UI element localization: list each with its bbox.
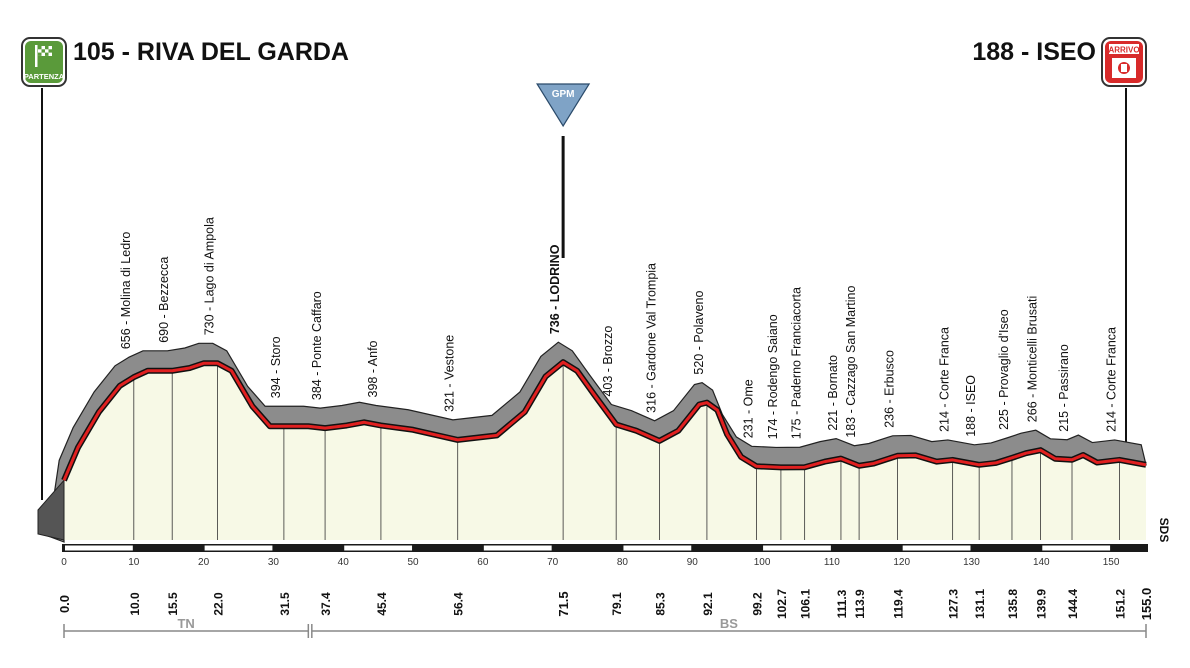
place-label: 174 - Rodengo Saiano: [766, 314, 780, 439]
place-label: 225 - Provaglio d'Iseo: [997, 309, 1011, 430]
place-label: 183 - Cazzago San Martino: [844, 286, 858, 438]
profile-layer: [37, 341, 1147, 543]
axis-segment: [902, 545, 971, 551]
place-label: 175 - Paderno Franciacorta: [790, 287, 804, 439]
profile-left-face: [37, 479, 65, 541]
km-label: 106.1: [799, 589, 813, 619]
place-label: 656 - Molina di Ledro: [119, 232, 133, 349]
place-label: 188 - ISEO: [964, 375, 978, 437]
gpm-triangle-icon: [536, 83, 591, 128]
km-label: 79.1: [610, 592, 624, 616]
finish-title: 188 - ISEO: [972, 38, 1096, 66]
place-label: 321 - Vestone: [443, 335, 457, 412]
profile-area: [64, 362, 1146, 540]
place-label: 214 - Corte Franca: [938, 327, 952, 432]
place-label: 221 - Bornato: [826, 355, 840, 431]
axis-tick-label: 20: [198, 557, 210, 568]
km-label: 131.1: [973, 589, 987, 619]
km-label: 144.4: [1066, 589, 1080, 619]
km-labels: 0.0 10.0 15.5 22.0 31.5 37.4 45.4 56.4 71.5 79.1 8…: [57, 588, 1154, 621]
axis-segment: [204, 545, 273, 551]
km-label: 22.0: [212, 592, 226, 616]
km-label: 111.3: [835, 589, 849, 618]
km-label: 102.7: [775, 589, 789, 619]
km-label: 155.0: [1139, 588, 1154, 621]
place-label: 266 - Monticelli Brusati: [1026, 296, 1040, 422]
km-label: 10.0: [128, 592, 142, 616]
axis-tick-label: 0: [61, 557, 67, 568]
sds-label: SDS: [1157, 518, 1171, 543]
place-label: 215 - Passirano: [1057, 344, 1071, 432]
axis-tick-label: 70: [547, 557, 559, 568]
axis-tick-label: 80: [617, 557, 629, 568]
axis-tick-label: 50: [407, 557, 419, 568]
place-label: 394 - Storo: [269, 336, 283, 398]
km-label: 85.3: [653, 592, 667, 616]
place-label: 214 - Corte Franca: [1104, 327, 1118, 432]
axis-segment: [65, 545, 133, 551]
km-label: 71.5: [556, 591, 571, 616]
finish-badge-label: ARRIVO: [1108, 46, 1139, 55]
km-label: 119.4: [891, 589, 905, 619]
km-label: 151.2: [1113, 589, 1127, 619]
axis-segment: [763, 545, 831, 551]
place-label: 730 - Lago di Ampola: [203, 217, 217, 335]
km-label: 37.4: [319, 592, 333, 616]
place-label: 520 - Polaveno: [692, 290, 706, 374]
start-title: 105 - RIVA DEL GARDA: [73, 38, 349, 66]
km-axis: 0 10 20 30 40 50 60 70 80 90 100 110 120 130 140 150: [61, 544, 1148, 568]
start-flag-icon: [35, 45, 52, 67]
axis-tick-label: 130: [963, 557, 980, 568]
axis-bar: [62, 544, 1148, 552]
place-label: 316 - Gardone Val Trompia: [644, 263, 658, 413]
axis-tick-label: 30: [268, 557, 280, 568]
axis-tick-label: 60: [477, 557, 489, 568]
axis-tick-label: 100: [754, 557, 771, 568]
start-badge-fill: [25, 41, 63, 83]
province-label: TN: [177, 616, 194, 631]
place-label: 736 - LODRINO: [548, 244, 562, 334]
axis-segment: [623, 545, 692, 551]
km-label: 139.9: [1035, 589, 1049, 619]
axis-segment: [1042, 545, 1111, 551]
km-label: 0.0: [57, 595, 72, 613]
place-label: 690 - Bezzecca: [157, 257, 171, 343]
km-label: 113.9: [853, 589, 867, 619]
km-label: 15.5: [166, 592, 180, 616]
gpm-marker: GPM: [536, 83, 591, 128]
start-badge: PARTENZA: [21, 37, 67, 87]
km-label: 92.1: [701, 592, 715, 616]
place-label: 236 - Erbusco: [882, 350, 896, 428]
axis-tick-label: 10: [128, 557, 140, 568]
place-label: 403 - Brozzo: [601, 326, 615, 397]
axis-tick-label: 110: [824, 557, 840, 568]
place-label: 398 - Anfo: [366, 340, 380, 397]
km-label: 99.2: [750, 592, 764, 616]
axis-tick-label: 120: [893, 557, 910, 568]
place-labels: 656 - Molina di Ledro 690 - Bezzecca 730 -…: [119, 217, 1119, 439]
place-label: 384 - Ponte Caffaro: [310, 291, 324, 400]
start-badge-label: PARTENZA: [24, 72, 65, 81]
axis-segment: [344, 545, 413, 551]
km-label: 31.5: [278, 592, 292, 616]
axis-tick-label: 150: [1103, 557, 1120, 568]
profile-line: [62, 360, 1147, 481]
province-bands: TN BS: [63, 616, 1147, 638]
province-label: BS: [720, 616, 738, 631]
km-label: 135.8: [1006, 589, 1020, 619]
finish-line-icon: [1112, 58, 1136, 78]
gpm-label: GPM: [552, 89, 575, 100]
km-label: 56.4: [452, 592, 466, 616]
km-label: 45.4: [375, 592, 389, 616]
axis-tick-label: 90: [687, 557, 699, 568]
finish-badge: ARRIVO: [1101, 37, 1147, 87]
axis-tick-label: 140: [1033, 557, 1050, 568]
place-label: 231 - Ome: [741, 379, 755, 438]
axis-tick-label: 40: [338, 557, 350, 568]
km-label: 127.3: [947, 589, 961, 619]
axis-segment: [483, 545, 552, 551]
